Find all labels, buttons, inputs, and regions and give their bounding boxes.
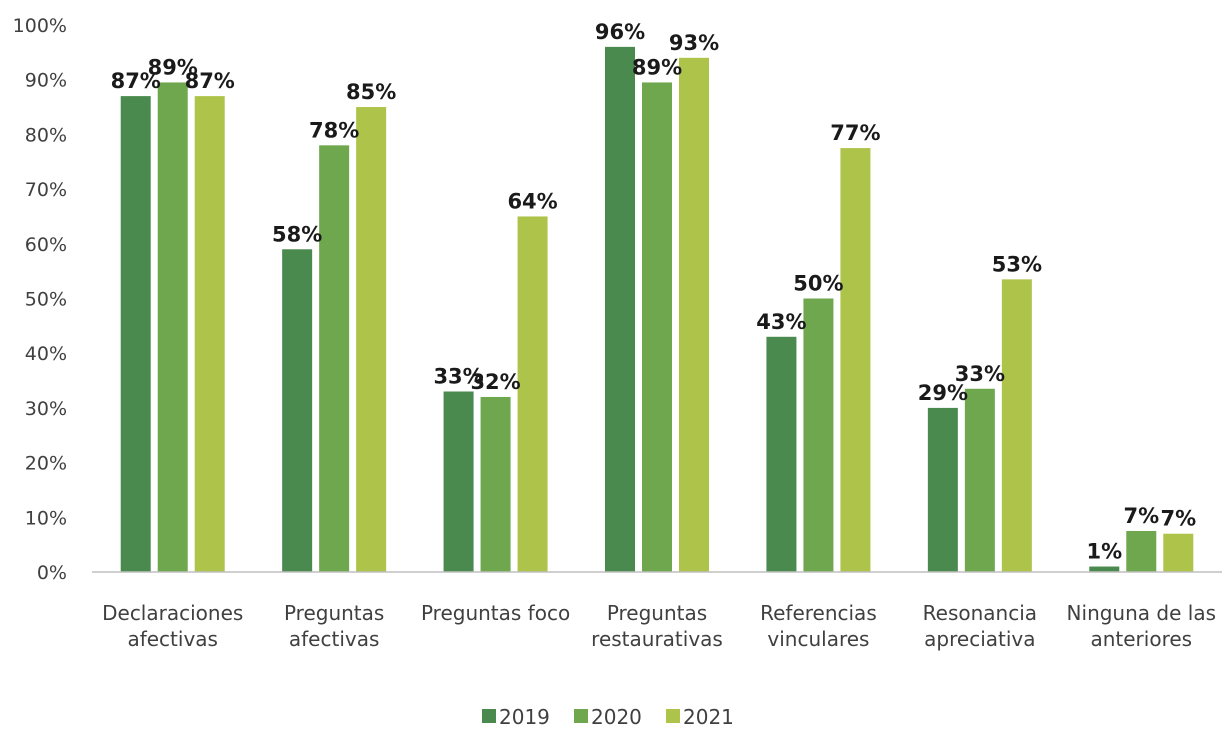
data-label: 89%: [148, 55, 198, 79]
category-label: Resonancia apreciativa: [923, 601, 1037, 651]
data-label: 53%: [992, 252, 1042, 276]
bar-2021: [194, 96, 225, 573]
legend-label: 2020: [591, 705, 642, 729]
data-label: 50%: [793, 272, 843, 296]
data-label: 33%: [433, 364, 483, 388]
legend-label: 2019: [499, 705, 550, 729]
data-label: 89%: [632, 55, 682, 79]
data-label: 85%: [346, 80, 396, 104]
data-label: 29%: [918, 381, 968, 405]
y-tick-label: 70%: [25, 179, 67, 201]
data-label: 87%: [185, 69, 235, 93]
bar-2020: [157, 82, 188, 572]
data-label: 58%: [272, 222, 322, 246]
category-label: Preguntas restaurativas: [591, 601, 723, 651]
data-label: 77%: [830, 121, 880, 145]
bar-2020: [803, 298, 834, 572]
bar-2021: [840, 148, 871, 572]
bar-2021: [1163, 533, 1194, 572]
bars: [120, 46, 1194, 573]
bar-2020: [1126, 530, 1157, 572]
y-tick-label: 30%: [25, 398, 67, 420]
category-label: Declaraciones afectivas: [102, 601, 243, 651]
data-labels: 87%89%87%58%78%85%33%32%64%96%89%93%43%5…: [111, 20, 1197, 564]
bar-2019: [120, 96, 151, 573]
bar-2021: [679, 57, 709, 572]
y-tick-label: 20%: [25, 453, 67, 475]
bar-2021: [517, 216, 548, 572]
y-tick-label: 80%: [25, 124, 67, 146]
y-tick-label: 50%: [25, 289, 67, 311]
bar-2019: [282, 249, 313, 572]
data-label: 93%: [669, 31, 719, 55]
data-label: 33%: [955, 362, 1005, 386]
bar-2021: [356, 107, 387, 573]
y-tick-label: 100%: [13, 15, 67, 37]
bar-2019: [443, 391, 474, 572]
bar-2019: [1089, 566, 1120, 572]
data-label: 7%: [1160, 507, 1196, 531]
legend-label: 2021: [683, 705, 734, 729]
legend-swatch-2019: [482, 709, 496, 723]
data-label: 87%: [111, 69, 161, 93]
legend-swatch-2021: [666, 709, 680, 723]
category-labels: Declaraciones afectivas Preguntas afectivas…: [102, 601, 1216, 651]
data-label: 64%: [507, 189, 557, 213]
bar-2020: [642, 82, 672, 572]
bar-2019: [927, 407, 958, 572]
bar-2019: [766, 336, 797, 572]
bar-2019: [605, 46, 635, 572]
data-label: 32%: [470, 370, 520, 394]
bar-2020: [964, 388, 995, 572]
category-label: Preguntas foco: [421, 601, 570, 625]
data-label: 96%: [595, 20, 645, 44]
data-label: 7%: [1123, 504, 1159, 528]
y-tick-label: 40%: [25, 343, 67, 365]
y-tick-label: 10%: [25, 507, 67, 529]
data-label: 43%: [756, 310, 806, 334]
data-label: 78%: [309, 118, 359, 142]
bar-2020: [319, 145, 350, 572]
legend: 2019 2020 2021: [482, 705, 734, 729]
y-tick-label: 90%: [25, 70, 67, 92]
data-label: 1%: [1086, 540, 1122, 564]
bar-2021: [1001, 279, 1032, 572]
y-axis-tick-labels: 0% 10% 20% 30% 40% 50% 60% 70% 80% 90% 100%: [13, 15, 67, 584]
legend-swatch-2020: [574, 709, 588, 723]
y-tick-label: 60%: [25, 234, 67, 256]
category-label: Referencias vinculares: [760, 601, 877, 651]
category-label: Preguntas afectivas: [284, 601, 384, 651]
y-tick-label: 0%: [37, 562, 67, 584]
category-label: Ninguna de las anteriores: [1067, 601, 1216, 651]
bar-2020: [480, 396, 511, 572]
